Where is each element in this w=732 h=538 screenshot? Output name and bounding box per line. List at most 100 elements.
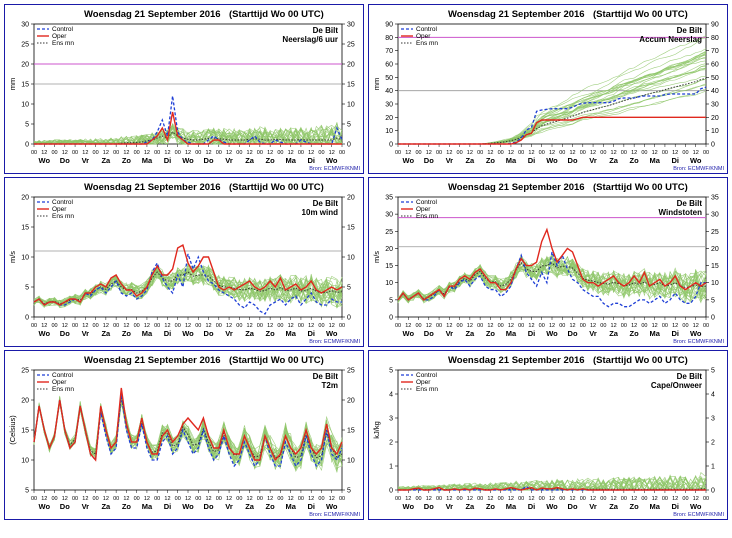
x-day-label: Ma <box>142 329 153 338</box>
x-hour-tick: 00 <box>580 323 586 329</box>
x-day-label: Di <box>671 156 679 165</box>
x-day-label: Vr <box>589 329 597 338</box>
x-hour-tick: 12 <box>693 150 699 156</box>
variable-name: Windstoten <box>659 208 703 217</box>
x-hour-tick: 00 <box>298 150 304 156</box>
x-hour-tick: 12 <box>446 496 452 502</box>
x-hour-tick: 12 <box>652 496 658 502</box>
legend-entry: Oper <box>416 33 431 40</box>
y-tick-label-right: 35 <box>711 195 719 202</box>
x-hour-tick: 12 <box>308 323 314 329</box>
y-tick-label-right: 5 <box>711 368 715 375</box>
x-day-label: Zo <box>630 502 640 511</box>
panel-start-time: (Starttijd Wo 00 UTC) <box>593 182 688 193</box>
x-hour-tick: 12 <box>631 496 637 502</box>
panel-border <box>4 177 364 347</box>
x-day-label: Ma <box>649 156 660 165</box>
x-hour-tick: 00 <box>236 496 242 502</box>
x-hour-tick: 00 <box>277 323 283 329</box>
x-hour-tick: 12 <box>426 496 432 502</box>
y-tick-label-right: 25 <box>347 42 355 49</box>
x-hour-tick: 00 <box>415 323 421 329</box>
panel-title: Woensdag 21 September 2016 <box>448 355 585 366</box>
x-hour-tick: 00 <box>175 150 181 156</box>
y-tick-label-left: 0 <box>25 142 29 149</box>
x-day-label: Za <box>609 329 619 338</box>
x-hour-tick: 00 <box>134 323 140 329</box>
x-hour-tick: 00 <box>600 323 606 329</box>
x-day-label: Vr <box>446 502 454 511</box>
x-hour-tick: 00 <box>539 323 545 329</box>
x-day-label: Zo <box>266 329 276 338</box>
x-hour-tick: 12 <box>611 150 617 156</box>
x-hour-tick: 12 <box>528 323 534 329</box>
source-credit: Bron: ECMWF/KNMI <box>309 339 360 345</box>
x-day-label: Do <box>424 502 434 511</box>
x-day-label: Wo <box>326 156 338 165</box>
x-hour-tick: 12 <box>487 496 493 502</box>
x-day-label: Wo <box>546 156 558 165</box>
y-tick-label-left: 35 <box>385 195 393 202</box>
x-hour-tick: 00 <box>257 323 263 329</box>
x-day-label: Vr <box>446 156 454 165</box>
x-hour-tick: 12 <box>247 323 253 329</box>
x-hour-tick: 00 <box>175 496 181 502</box>
y-tick-label-left: 80 <box>385 35 393 42</box>
legend-entry: Control <box>416 26 438 33</box>
x-hour-tick: 00 <box>518 150 524 156</box>
y-tick-label-left: 15 <box>21 82 29 89</box>
x-hour-tick: 00 <box>539 150 545 156</box>
series-line-oper <box>398 116 706 145</box>
x-hour-tick: 12 <box>62 323 68 329</box>
panel-accum-neerslag: Woensdag 21 September 2016 (Starttijd Wo … <box>368 4 728 174</box>
x-hour-tick: 12 <box>549 150 555 156</box>
x-day-label: Ma <box>506 329 517 338</box>
x-hour-tick: 12 <box>62 496 68 502</box>
x-hour-tick: 12 <box>590 496 596 502</box>
panel-start-time: (Starttijd Wo 00 UTC) <box>229 182 324 193</box>
variable-name: 10m wind <box>302 208 339 217</box>
legend-entry: Oper <box>52 206 67 213</box>
x-day-label: Wo <box>690 329 702 338</box>
x-hour-tick: 12 <box>123 150 129 156</box>
x-day-label: Di <box>164 502 172 511</box>
legend-entry: Control <box>52 199 74 206</box>
panel-start-time: (Starttijd Wo 00 UTC) <box>229 9 324 20</box>
x-hour-tick: 00 <box>236 150 242 156</box>
y-tick-label-right: 4 <box>711 392 715 399</box>
x-hour-tick: 00 <box>51 150 57 156</box>
x-hour-tick: 00 <box>641 323 647 329</box>
x-hour-tick: 12 <box>631 323 637 329</box>
y-tick-label-left: 20 <box>21 195 29 202</box>
x-hour-tick: 00 <box>600 496 606 502</box>
x-day-label: Di <box>528 502 536 511</box>
legend-entry: Ens mn <box>416 40 438 47</box>
y-tick-label-left: 70 <box>385 48 393 55</box>
x-hour-tick: 12 <box>487 150 493 156</box>
x-hour-tick: 00 <box>318 323 324 329</box>
x-hour-tick: 00 <box>457 323 463 329</box>
variable-name: T2m <box>322 381 338 390</box>
panel-title: Woensdag 21 September 2016 <box>84 9 221 20</box>
x-hour-tick: 12 <box>41 496 47 502</box>
x-day-label: Za <box>101 156 111 165</box>
x-hour-tick: 00 <box>298 323 304 329</box>
y-tick-label-left: 25 <box>21 368 29 375</box>
series-line-ens-mn <box>33 271 343 305</box>
x-day-label: Vr <box>589 502 597 511</box>
series-line-oper <box>33 243 343 306</box>
x-hour-tick: 12 <box>103 150 109 156</box>
x-hour-tick: 00 <box>498 496 504 502</box>
x-hour-tick: 00 <box>621 496 627 502</box>
x-hour-tick: 12 <box>405 323 411 329</box>
panel-border <box>368 350 728 520</box>
x-hour-tick: 12 <box>288 150 294 156</box>
y-tick-label-left: 0 <box>389 142 393 149</box>
y-tick-label-right: 40 <box>711 88 719 95</box>
x-day-label: Do <box>204 156 214 165</box>
x-hour-tick: 00 <box>682 150 688 156</box>
y-axis-label: m/s <box>8 251 17 263</box>
x-hour-tick: 12 <box>123 496 129 502</box>
y-tick-label-left: 15 <box>385 263 393 270</box>
